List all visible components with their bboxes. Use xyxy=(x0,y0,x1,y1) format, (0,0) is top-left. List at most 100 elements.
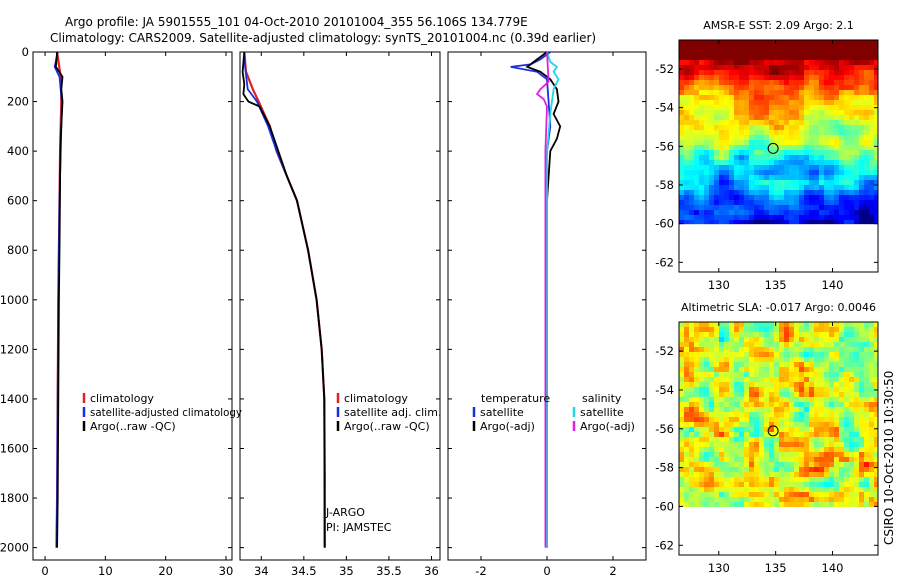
map-cell xyxy=(739,362,745,368)
map-cell xyxy=(874,352,878,358)
map-cell xyxy=(679,442,685,448)
map-cell xyxy=(739,145,745,151)
map-cell xyxy=(729,120,735,126)
map-cell xyxy=(834,492,840,498)
map-cell xyxy=(689,105,695,111)
map-cell xyxy=(754,100,760,106)
map-cell xyxy=(709,85,715,91)
map-cell xyxy=(689,327,695,333)
map-cell xyxy=(864,402,870,408)
map-cell xyxy=(809,125,815,131)
map-cell xyxy=(829,352,835,358)
map-cell xyxy=(814,397,820,403)
map-cell xyxy=(839,125,845,131)
map-cell xyxy=(719,60,725,66)
amsr-sst-map: AMSR-E SST: 2.09 Argo: 2.1-52-54-56-58-6… xyxy=(655,19,879,292)
map-cell xyxy=(719,40,725,46)
map-cell xyxy=(809,115,815,121)
map-cell xyxy=(874,160,878,166)
map-cell xyxy=(704,170,710,176)
map-cell xyxy=(739,200,745,206)
map-cell xyxy=(859,427,865,433)
map-cell xyxy=(869,342,875,348)
map-cell xyxy=(694,357,700,363)
map-cell xyxy=(799,432,805,438)
map-cell xyxy=(739,412,745,418)
map-cell xyxy=(694,352,700,358)
map-cell xyxy=(699,487,705,493)
map-cell xyxy=(734,155,740,161)
map-cell xyxy=(789,150,795,156)
map-cell xyxy=(689,412,695,418)
map-cell xyxy=(734,482,740,488)
map-cell xyxy=(679,115,685,121)
map-cell xyxy=(769,190,775,196)
map-cell xyxy=(829,75,835,81)
map-cell xyxy=(859,40,865,46)
map-cell xyxy=(739,342,745,348)
map-cell xyxy=(734,357,740,363)
map-cell xyxy=(869,417,875,423)
map-cell xyxy=(719,215,725,221)
map-cell xyxy=(694,422,700,428)
map-cell xyxy=(874,452,878,458)
map-cell xyxy=(804,180,810,186)
map-cell xyxy=(694,337,700,343)
map-cell xyxy=(719,125,725,131)
map-cell xyxy=(789,130,795,136)
map-cell xyxy=(854,407,860,413)
map-cell xyxy=(844,130,850,136)
map-cell xyxy=(844,65,850,71)
map-cell xyxy=(844,477,850,483)
map-cell xyxy=(864,40,870,46)
map-cell xyxy=(754,135,760,141)
map-cell xyxy=(789,372,795,378)
map-cell xyxy=(839,457,845,463)
map-cell xyxy=(774,337,780,343)
map-cell xyxy=(704,50,710,56)
map-cell xyxy=(859,472,865,478)
map-cell xyxy=(759,190,765,196)
map-cell xyxy=(864,482,870,488)
map-cell xyxy=(779,417,785,423)
map-cell xyxy=(804,210,810,216)
map-cell xyxy=(734,90,740,96)
map-cell xyxy=(854,462,860,468)
map-cell xyxy=(729,195,735,201)
map-cell xyxy=(809,205,815,211)
map-cell xyxy=(724,125,730,131)
map-cell xyxy=(729,185,735,191)
map-cell xyxy=(859,397,865,403)
map-cell xyxy=(749,337,755,343)
map-cell xyxy=(819,367,825,373)
map-cell xyxy=(834,462,840,468)
map-cell xyxy=(874,150,878,156)
map-cell xyxy=(684,387,690,393)
map-cell xyxy=(769,487,775,493)
map-cell xyxy=(874,477,878,483)
map-cell xyxy=(834,125,840,131)
map-cell xyxy=(684,332,690,338)
map-cell xyxy=(744,45,750,51)
map-cell xyxy=(804,215,810,221)
map-cell xyxy=(719,447,725,453)
map-cell xyxy=(729,412,735,418)
map-cell xyxy=(709,90,715,96)
map-cell xyxy=(749,85,755,91)
map-cell xyxy=(699,482,705,488)
legend-argo-label: Argo(..raw -QC) xyxy=(344,420,430,433)
map-cell xyxy=(854,45,860,51)
map-cell xyxy=(739,165,745,171)
map-cell xyxy=(709,367,715,373)
map-cell xyxy=(834,65,840,71)
map-cell xyxy=(719,110,725,116)
map-cell xyxy=(769,105,775,111)
map-cell xyxy=(799,170,805,176)
map-cell xyxy=(749,75,755,81)
map-cell xyxy=(779,502,785,507)
map-cell xyxy=(739,437,745,443)
map-cell xyxy=(714,40,720,46)
map-cell xyxy=(789,165,795,171)
map-cell xyxy=(704,337,710,343)
map-cell xyxy=(769,110,775,116)
